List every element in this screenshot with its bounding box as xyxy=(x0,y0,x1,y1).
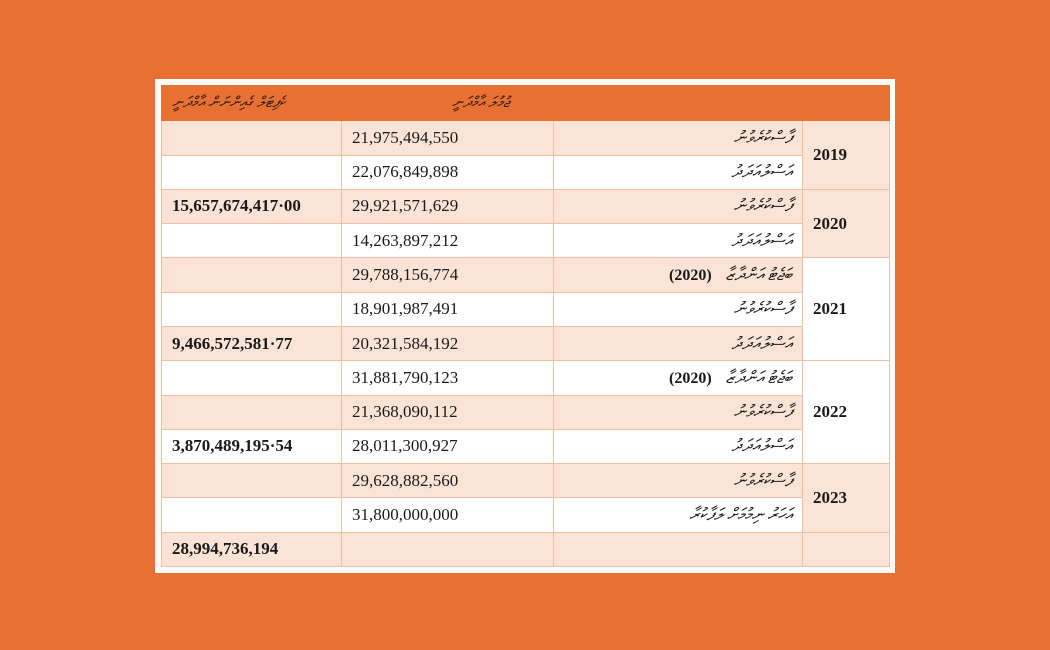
description-cell: އަސްލުއަދަދު xyxy=(553,223,803,259)
total-cell xyxy=(161,360,342,396)
table-row: 14,263,897,212 އަސްލުއަދަދު xyxy=(161,223,890,259)
table-header-row: ކެޕިޓަލް ގެއިންނަން އާމްދަނީ ޖުމުލަ އާމް… xyxy=(161,84,890,122)
description-label: ބަޖެޓު އަންދާޒާ xyxy=(725,265,792,285)
amount-cell: 28,011,300,927 xyxy=(341,428,554,465)
empty-cell xyxy=(553,531,803,568)
budget-table-card: ކެޕިޓަލް ގެއިންނަން އާމްދަނީ ޖުމުލަ އާމް… xyxy=(155,79,895,573)
empty-cell xyxy=(341,531,554,568)
total-cell xyxy=(161,223,342,259)
total-cell xyxy=(161,291,342,327)
amount-cell: 21,368,090,112 xyxy=(341,394,554,430)
year-cell-2019: 2019 xyxy=(802,120,890,190)
table-row: 9,466,572,581·77 20,321,584,192 އަސްލުއަ… xyxy=(161,325,890,362)
description-label: ބަޖެޓު އަންދާޒާ xyxy=(725,367,792,387)
empty-cell xyxy=(802,531,890,568)
header-total-column: ކެޕިޓަލް ގެއިންނަން އާމްދަނީ xyxy=(161,84,342,122)
total-cell: 15,657,674,417·00 xyxy=(161,188,342,225)
table-row: 29,628,882,560 ފާސްކުރެވުނު 2023 xyxy=(161,463,890,533)
table-row: 31,881,790,123 ބަޖެޓު އަންދާޒާ (2020) 202… xyxy=(161,360,890,465)
description-label: އަސްލުއަދަދު xyxy=(731,162,792,182)
description-cell: ފާސްކުރެވުނު xyxy=(553,120,803,156)
description-label: އަސްލުއަދަދު xyxy=(731,230,792,250)
total-cell xyxy=(161,463,342,499)
year-cell-2022: 2022 xyxy=(802,360,890,465)
amount-cell: 21,975,494,550 xyxy=(341,120,554,156)
description-label: ފާސްކުރެވުނު xyxy=(733,402,792,422)
total-cell xyxy=(161,120,342,156)
description-label: ފާސްކުރެވުނު xyxy=(733,127,792,147)
amount-cell: 29,628,882,560 xyxy=(341,463,554,499)
total-cell xyxy=(161,497,342,533)
table-row: 3,870,489,195·54 28,011,300,927 އަސްލުއަ… xyxy=(161,428,890,465)
description-label: ފާސްކުރެވުނު xyxy=(733,470,792,490)
table-row: 21,368,090,112 ފާސްކުރެވުނު xyxy=(161,394,890,430)
amount-cell: 14,263,897,212 xyxy=(341,223,554,259)
description-cell: ބަޖެޓު އަންދާޒާ (2020) xyxy=(553,360,803,396)
description-label: ފާސްކުރެވުނު xyxy=(733,299,792,319)
description-label: ފާސްކުރެވުނު xyxy=(733,196,792,216)
reference-year: (2020) xyxy=(668,369,712,387)
total-cell: 3,870,489,195·54 xyxy=(161,428,342,465)
description-label: އަސްލުއަދަދު xyxy=(731,333,792,353)
table-row: 18,901,987,491 ފާސްކުރެވުނު xyxy=(161,291,890,327)
description-label: އަހަރު ނިމުމަށް ލަފާކުރާ xyxy=(689,505,792,525)
year-cell-2023: 2023 xyxy=(802,463,890,533)
total-cell xyxy=(161,394,342,430)
description-label: އަސްލުއަދަދު xyxy=(731,436,792,456)
table-row: 15,657,674,417·00 29,921,571,629 ފާސްކުރ… xyxy=(161,188,890,259)
amount-cell: 31,881,790,123 xyxy=(341,360,554,396)
description-cell: ބަޖެޓު އަންދާޒާ (2020) xyxy=(553,257,803,293)
total-cell xyxy=(161,154,342,190)
grand-total-row: 28,994,736,194 xyxy=(161,531,890,568)
header-year-column xyxy=(802,84,890,122)
total-cell xyxy=(161,257,342,293)
amount-cell: 22,076,849,898 xyxy=(341,154,554,190)
header-amount-column: ޖުމުލަ އާމްދަނީ xyxy=(341,84,554,122)
description-cell: ފާސްކުރެވުނު xyxy=(553,291,803,327)
amount-cell: 31,800,000,000 xyxy=(341,497,554,533)
description-cell: ފާސްކުރެވުނު xyxy=(553,394,803,430)
table-row: 22,076,849,898 އަސްލުއަދަދު xyxy=(161,154,890,190)
description-cell: ފާސްކުރެވުނު xyxy=(553,188,803,225)
table-row: 21,975,494,550 ފާސްކުރެވުނު 2019 xyxy=(161,120,890,190)
amount-cell: 20,321,584,192 xyxy=(341,325,554,362)
table-row: 29,788,156,774 ބަޖެޓު އަންދާޒާ (2020) 202… xyxy=(161,257,890,362)
amount-cell: 29,921,571,629 xyxy=(341,188,554,225)
budget-table: ކެޕިޓަލް ގެއިންނަން އާމްދަނީ ޖުމުލަ އާމް… xyxy=(161,84,890,568)
table-row: 31,800,000,000 އަހަރު ނިމުމަށް ލަފާކުރާ xyxy=(161,497,890,533)
description-cell: ފާސްކުރެވުނު xyxy=(553,463,803,499)
year-cell-2020: 2020 xyxy=(802,188,890,259)
description-cell: އަސްލުއަދަދު xyxy=(553,154,803,190)
amount-cell: 29,788,156,774 xyxy=(341,257,554,293)
total-cell: 9,466,572,581·77 xyxy=(161,325,342,362)
description-cell: އަހަރު ނިމުމަށް ލަފާކުރާ xyxy=(553,497,803,533)
header-description-column xyxy=(553,84,803,122)
description-cell: އަސްލުއަދަދު xyxy=(553,325,803,362)
year-cell-2021: 2021 xyxy=(802,257,890,362)
description-cell: އަސްލުއަދަދު xyxy=(553,428,803,465)
amount-cell: 18,901,987,491 xyxy=(341,291,554,327)
reference-year: (2020) xyxy=(668,267,712,285)
grand-total-cell: 28,994,736,194 xyxy=(161,531,342,568)
